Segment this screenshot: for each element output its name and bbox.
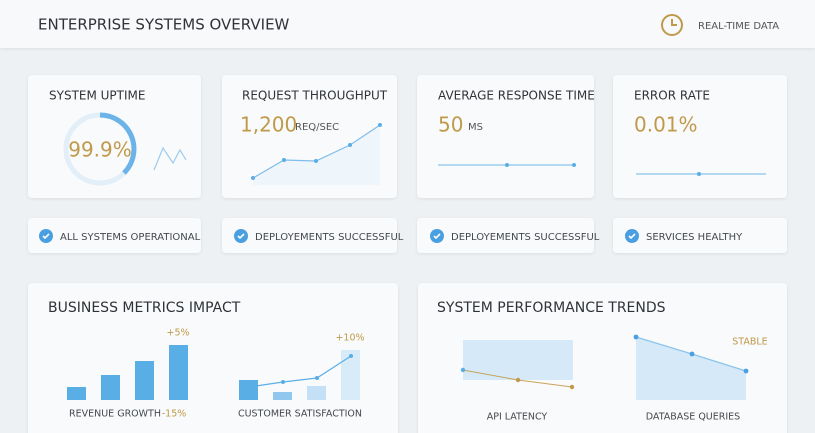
panel: [28, 283, 398, 433]
latency-dot: [515, 377, 521, 383]
latency-band: [463, 340, 573, 380]
chart-label: CUSTOMER SATISFACTION: [238, 409, 362, 420]
badges: ALL SYSTEMS OPERATIONAL DEPLOYEMENTS SUC…: [28, 218, 787, 253]
header-title: ENTERPRISE SYSTEMS OVERVIEW: [38, 16, 290, 34]
card-title: SYSTEM UPTIME: [49, 89, 145, 103]
sparkline-dots: [505, 163, 576, 167]
queries-dots: [633, 334, 749, 374]
chart-label: REVENUE GROWTH: [69, 409, 161, 420]
satisfaction-bar: [273, 392, 292, 400]
annotation: +10%: [335, 333, 364, 344]
latency-dot: [569, 384, 575, 390]
header-status: REAL-TIME DATA: [698, 21, 779, 32]
chart-label: API LATENCY: [487, 412, 548, 423]
satisfaction-bar: [341, 350, 360, 400]
latency-dot: [460, 367, 466, 373]
badge: [222, 218, 397, 253]
business-panel: BUSINESS METRICS IMPACT +5% REVENUE GROW…: [28, 283, 398, 433]
card-title: AVERAGE RESPONSE TIME: [438, 89, 595, 103]
badge: [613, 218, 787, 253]
badge: [28, 218, 201, 253]
gauge-arc: [99, 112, 137, 175]
card-value: 0.01%: [634, 113, 698, 137]
clock-icon: [661, 14, 683, 36]
satisfaction-bar: [307, 386, 326, 400]
card: [613, 75, 787, 198]
card-title: ERROR RATE: [634, 89, 710, 103]
card-value: 1,200: [240, 113, 297, 137]
sparkline-dots: [251, 123, 382, 180]
card-unit: REQ/SEC: [295, 122, 339, 133]
badge: [417, 218, 594, 253]
cards: SYSTEM UPTIME 99.9% REQUEST THROUGHPUT 1…: [28, 75, 787, 198]
panel-title: SYSTEM PERFORMANCE TRENDS: [437, 300, 666, 316]
sparkline: [153, 146, 187, 171]
badge-text: SERVICES HEALTHY: [646, 232, 743, 243]
card-value: 99.9%: [68, 138, 132, 162]
badge-text: DEPLOYEMENTS SUCCESSFUL: [451, 232, 600, 243]
card-title: REQUEST THROUGHPUT: [242, 89, 388, 103]
annotation: +5%: [166, 328, 189, 339]
badge-text: DEPLOYEMENTS SUCCESSFUL: [255, 232, 404, 243]
card-unit: MS: [468, 122, 483, 133]
chart-label: DATABASE QUERIES: [646, 412, 740, 423]
performance-panel: SYSTEM PERFORMANCE TRENDS API LATENCY ST…: [418, 283, 787, 433]
annotation: -15%: [162, 409, 187, 420]
satisfaction-bar: [239, 380, 258, 400]
sparkline-dot: [697, 172, 701, 176]
clock-hands: [671, 19, 677, 26]
card: [417, 75, 594, 198]
header: [0, 0, 815, 48]
queries-area: [636, 337, 746, 400]
trend-dots: [281, 354, 353, 384]
check-marks: [42, 233, 636, 240]
sparkline-area: [253, 125, 380, 185]
revenue-bars: [67, 345, 188, 400]
trend-line: [248, 355, 352, 388]
card-value: 50: [438, 113, 463, 137]
badge-text: ALL SYSTEMS OPERATIONAL: [60, 232, 201, 243]
annotation: STABLE: [732, 337, 767, 348]
panel-title: BUSINESS METRICS IMPACT: [48, 300, 241, 316]
